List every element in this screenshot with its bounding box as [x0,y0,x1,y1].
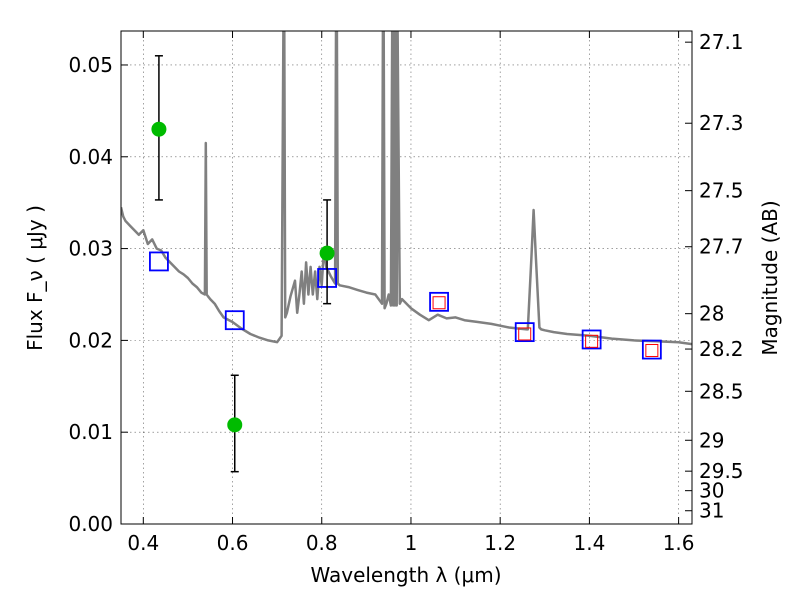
x-tick-label: 0.6 [217,531,249,555]
y2-tick-label: 29 [699,428,724,452]
x-tick-label: 0.8 [306,531,338,555]
red-square-marker [585,334,599,348]
y2-tick-label: 31 [699,499,724,523]
blue-square-marker [514,322,535,343]
tick-labels: 0.4 0.6 0.8 1 1.2 1.4 1.6 0.00 0.01 0.02 0.03 0.04 0… [68,30,743,555]
y2-tick-label: 27.3 [699,111,744,135]
y2-tick-label: 28.2 [699,337,744,361]
blue-square-marker [429,291,449,312]
red-square-marker [518,327,532,341]
green-data-point [227,417,243,433]
x-tick-label: 1.4 [573,531,605,555]
blue-square-marker [149,251,169,272]
blue-square-marker [641,339,662,360]
green-data-point [319,245,335,261]
y2-tick-label: 30 [699,479,724,503]
y2-tick-label: 29.5 [699,459,744,483]
x-tick-label: 1.2 [484,531,516,555]
y-tick-label: 0.05 [68,53,113,77]
x-tick-label: 1 [405,531,418,555]
spectrum-line [121,31,692,346]
grid-lines [121,31,692,525]
y-tick-label: 0.03 [68,237,113,261]
tick-marks [121,31,692,525]
y-tick-label: 0.04 [68,145,113,169]
x-tick-label: 0.4 [127,531,159,555]
blue-square-marker [581,329,602,350]
blue-square-marker [224,310,245,331]
green-data-point [151,121,167,137]
y2-axis-label: Magnitude (AB) [758,200,782,355]
y-axis-label: Flux F_ν ( μJy ) [23,205,47,351]
y2-tick-label: 27.7 [699,235,744,259]
x-tick-label: 1.6 [663,531,695,555]
series-layer [121,31,692,473]
plot-area [121,31,692,524]
y2-tick-label: 28.5 [699,379,744,403]
red-square-marker [645,343,659,357]
x-axis-label: Wavelength λ (μm) [310,563,501,587]
y2-tick-label: 28 [699,302,724,326]
plot-frame [120,30,693,525]
y-tick-label: 0.00 [68,512,113,536]
y-tick-label: 0.01 [68,420,113,444]
y2-tick-label: 27.1 [699,30,744,54]
y-tick-label: 0.02 [68,328,113,352]
red-square-marker [432,296,446,310]
y2-tick-label: 27.5 [699,179,744,203]
